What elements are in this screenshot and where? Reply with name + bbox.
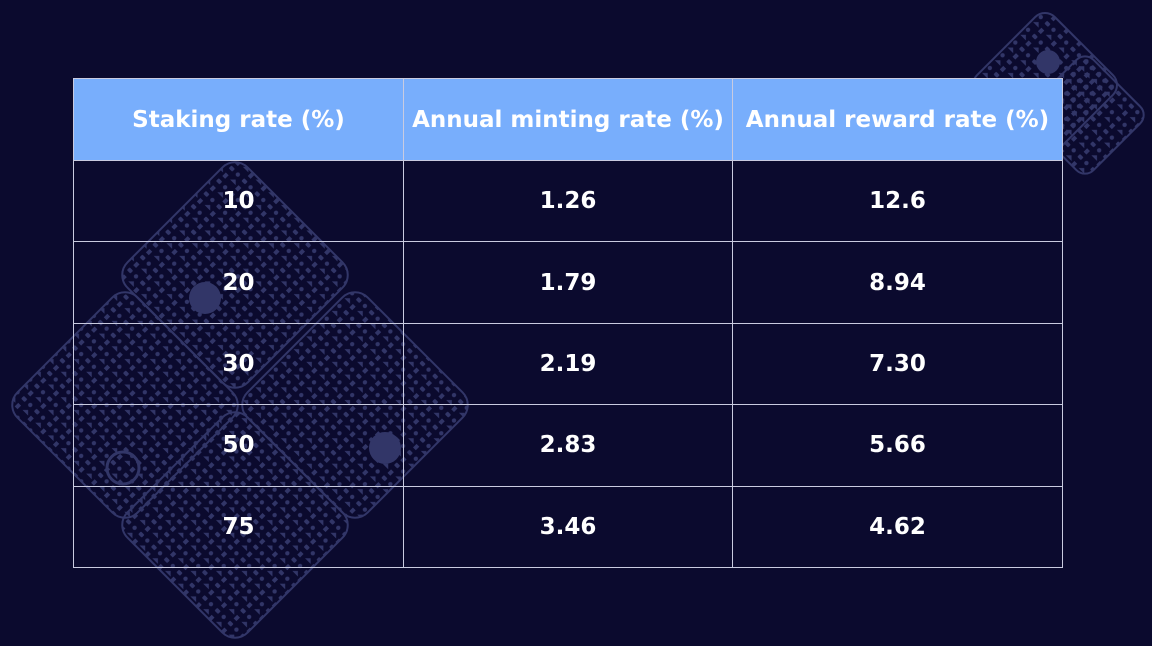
table-header-row: Staking rate (%) Annual minting rate (%)… bbox=[73, 78, 1063, 161]
staking-rates-table-container: Staking rate (%) Annual minting rate (%)… bbox=[73, 78, 1063, 569]
table-row: 75 3.46 4.62 bbox=[73, 485, 1063, 569]
cell-staking-rate: 30 bbox=[73, 322, 404, 406]
cell-minting-rate: 1.79 bbox=[403, 241, 733, 324]
cell-minting-rate: 3.46 bbox=[403, 485, 733, 569]
header-staking-rate: Staking rate (%) bbox=[73, 78, 404, 161]
table-row: 20 1.79 8.94 bbox=[73, 241, 1063, 324]
table-row: 30 2.19 7.30 bbox=[73, 322, 1063, 406]
cell-minting-rate: 2.83 bbox=[403, 404, 733, 487]
cell-minting-rate: 2.19 bbox=[403, 322, 733, 406]
cell-minting-rate: 1.26 bbox=[403, 159, 733, 243]
cell-staking-rate: 10 bbox=[73, 159, 404, 243]
header-annual-minting-rate: Annual minting rate (%) bbox=[403, 78, 733, 161]
cell-reward-rate: 7.30 bbox=[732, 322, 1063, 406]
cell-staking-rate: 50 bbox=[73, 404, 404, 487]
cell-reward-rate: 4.62 bbox=[732, 485, 1063, 569]
cell-reward-rate: 12.6 bbox=[732, 159, 1063, 243]
cell-reward-rate: 8.94 bbox=[732, 241, 1063, 324]
cell-reward-rate: 5.66 bbox=[732, 404, 1063, 487]
table-row: 50 2.83 5.66 bbox=[73, 404, 1063, 487]
table-row: 10 1.26 12.6 bbox=[73, 159, 1063, 243]
staking-rates-table: Staking rate (%) Annual minting rate (%)… bbox=[73, 78, 1063, 569]
cell-staking-rate: 75 bbox=[73, 485, 404, 569]
cell-staking-rate: 20 bbox=[73, 241, 404, 324]
header-annual-reward-rate: Annual reward rate (%) bbox=[732, 78, 1063, 161]
